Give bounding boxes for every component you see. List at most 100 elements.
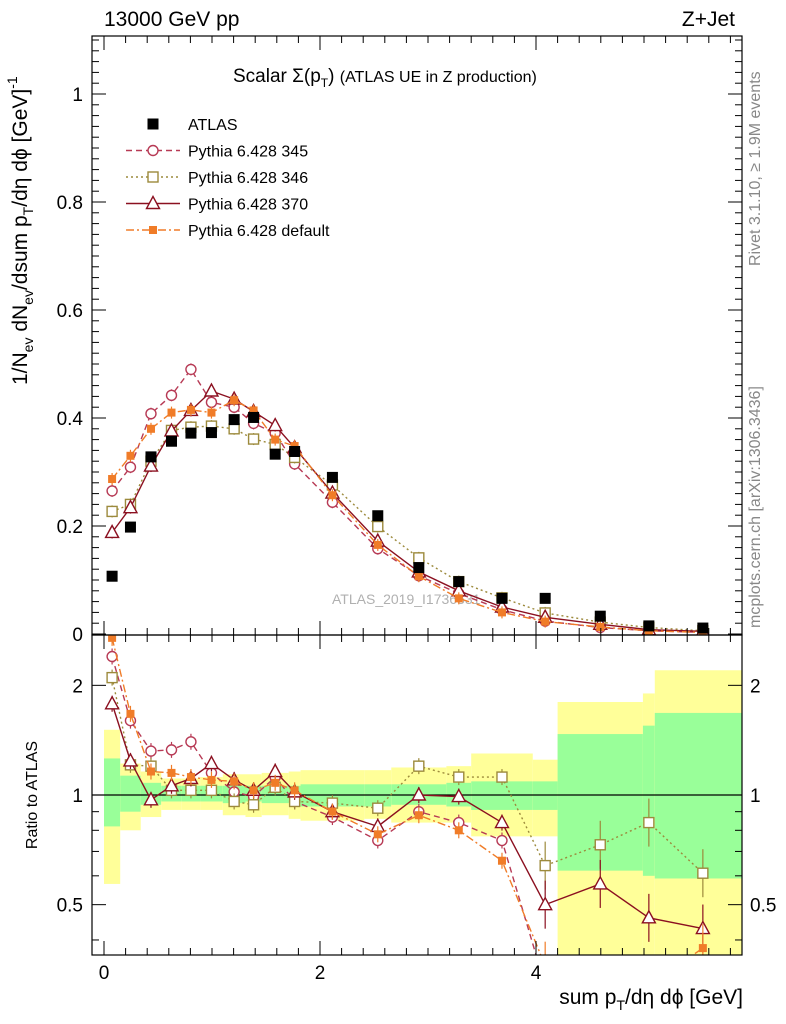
uncertainty-band-inner — [471, 781, 533, 810]
ratio-point — [643, 816, 655, 829]
ratio-point — [207, 775, 216, 784]
y-tick-label: 0.8 — [57, 193, 83, 214]
ratio-point — [228, 795, 240, 808]
data-point — [541, 617, 550, 626]
data-point — [373, 540, 382, 549]
data-point — [414, 572, 423, 581]
ratio-point — [592, 875, 608, 890]
data-point — [594, 610, 606, 622]
data-point — [643, 620, 655, 632]
ratio-point — [247, 799, 260, 811]
legend-entry: Pythia 6.428 default — [126, 223, 330, 240]
ratio-y-axis: 0.5 0.5 1 1 2 2 — [57, 676, 776, 941]
ratio-point — [494, 814, 510, 829]
legend-marker — [149, 226, 157, 234]
watermark-label: ATLAS_2019_I1736531 — [332, 591, 481, 607]
data-point — [697, 622, 709, 634]
data-point — [205, 427, 217, 439]
ratio-point — [453, 771, 465, 783]
ratio-series-pythia-6-428-default — [108, 635, 707, 955]
data-point — [124, 461, 137, 473]
legend-label: Pythia 6.428 345 — [188, 144, 308, 161]
ratio-point — [104, 695, 120, 710]
x-axis-label: sum pT/dη dϕ [GeV] — [559, 986, 743, 1013]
ratio-point — [230, 777, 239, 786]
data-point — [108, 475, 117, 484]
data-point — [228, 423, 240, 435]
data-point — [539, 592, 551, 604]
ratio-point — [267, 763, 283, 778]
data-point — [143, 457, 159, 472]
data-point — [596, 622, 605, 631]
y-tick-label: 0 — [72, 625, 83, 646]
legend-label: Pythia 6.428 default — [188, 223, 330, 240]
ratio-point — [249, 786, 258, 795]
ratio-point — [122, 752, 139, 767]
ratio-point — [106, 671, 118, 684]
ratio-point — [539, 859, 551, 872]
data-point — [124, 521, 136, 533]
data-point — [230, 396, 239, 405]
ratio-point — [290, 786, 299, 795]
ratio-point — [373, 830, 382, 839]
ratio-point — [595, 1009, 605, 1019]
legend-label: Pythia 6.428 346 — [188, 170, 308, 187]
data-point — [496, 592, 508, 604]
x-axis: 0 2 4 — [99, 36, 731, 984]
ratio-point — [108, 635, 117, 642]
ratio-point — [411, 786, 427, 801]
data-point — [165, 389, 178, 402]
legend-entry: ATLAS — [147, 117, 238, 134]
data-point — [413, 562, 425, 574]
header-left: 13000 GeV pp — [104, 8, 240, 31]
ratio-point — [186, 773, 195, 782]
data-point — [167, 408, 176, 417]
ratio-point — [697, 867, 709, 879]
data-point — [328, 491, 337, 500]
data-point — [372, 520, 384, 533]
data-point — [267, 417, 283, 432]
ratio-point — [143, 791, 159, 806]
data-point — [289, 445, 301, 457]
ratio-point — [145, 745, 157, 757]
ratio-y-tick-label: 2 — [72, 676, 83, 697]
data-point — [453, 576, 465, 588]
data-point — [413, 552, 425, 564]
series-atlas — [106, 411, 709, 634]
ratio-point — [414, 811, 423, 820]
main-y-axis-label: 1/Nev dNev/dsum pT/dη dϕ [GeV]-1 — [4, 76, 36, 385]
data-point — [106, 570, 118, 582]
legend-marker — [147, 144, 159, 157]
uncertainty-band-inner — [532, 781, 558, 810]
ratio-point — [413, 760, 425, 772]
ratio-point — [203, 755, 220, 770]
ratio-y-axis-label: Ratio to ATLAS — [24, 741, 41, 849]
legend-entry: Pythia 6.428 370 — [126, 195, 308, 214]
legend-entry: Pythia 6.428 345 — [126, 144, 308, 161]
x-tick-label: 0 — [99, 963, 110, 984]
legend: ATLAS Pythia 6.428 345 Pythia 6.428 346 Pyt… — [126, 117, 330, 240]
ratio-plot-area — [104, 635, 711, 1019]
ratio-point — [641, 909, 657, 924]
data-point — [185, 363, 197, 376]
x-tick-label: 2 — [315, 963, 326, 984]
ratio-point — [540, 980, 550, 990]
uncertainty-band-inner — [654, 712, 742, 879]
data-point — [271, 435, 280, 444]
legend-label: ATLAS — [188, 117, 238, 134]
ratio-point — [496, 834, 508, 847]
data-point — [454, 594, 463, 603]
ratio-y-tick-label: 1 — [72, 786, 83, 807]
ratio-panel: 0.5 0.5 1 1 2 2 Ratio to ATLAS — [24, 634, 776, 1019]
ratio-point — [594, 839, 606, 851]
legend-entry: Pythia 6.428 346 — [126, 170, 308, 187]
mcplots-label: mcplots.cern.ch [arXiv:1306.3436] — [747, 386, 764, 628]
uncertainty-band-inner — [120, 775, 141, 812]
data-point — [269, 448, 281, 460]
data-point — [247, 433, 260, 445]
chart-title: Scalar Σ(pT) (ATLAS UE in Z production) — [233, 66, 537, 90]
ratio-point — [328, 807, 337, 816]
ratio-y-tick-label-right: 0.5 — [750, 896, 776, 917]
data-point — [249, 406, 258, 415]
